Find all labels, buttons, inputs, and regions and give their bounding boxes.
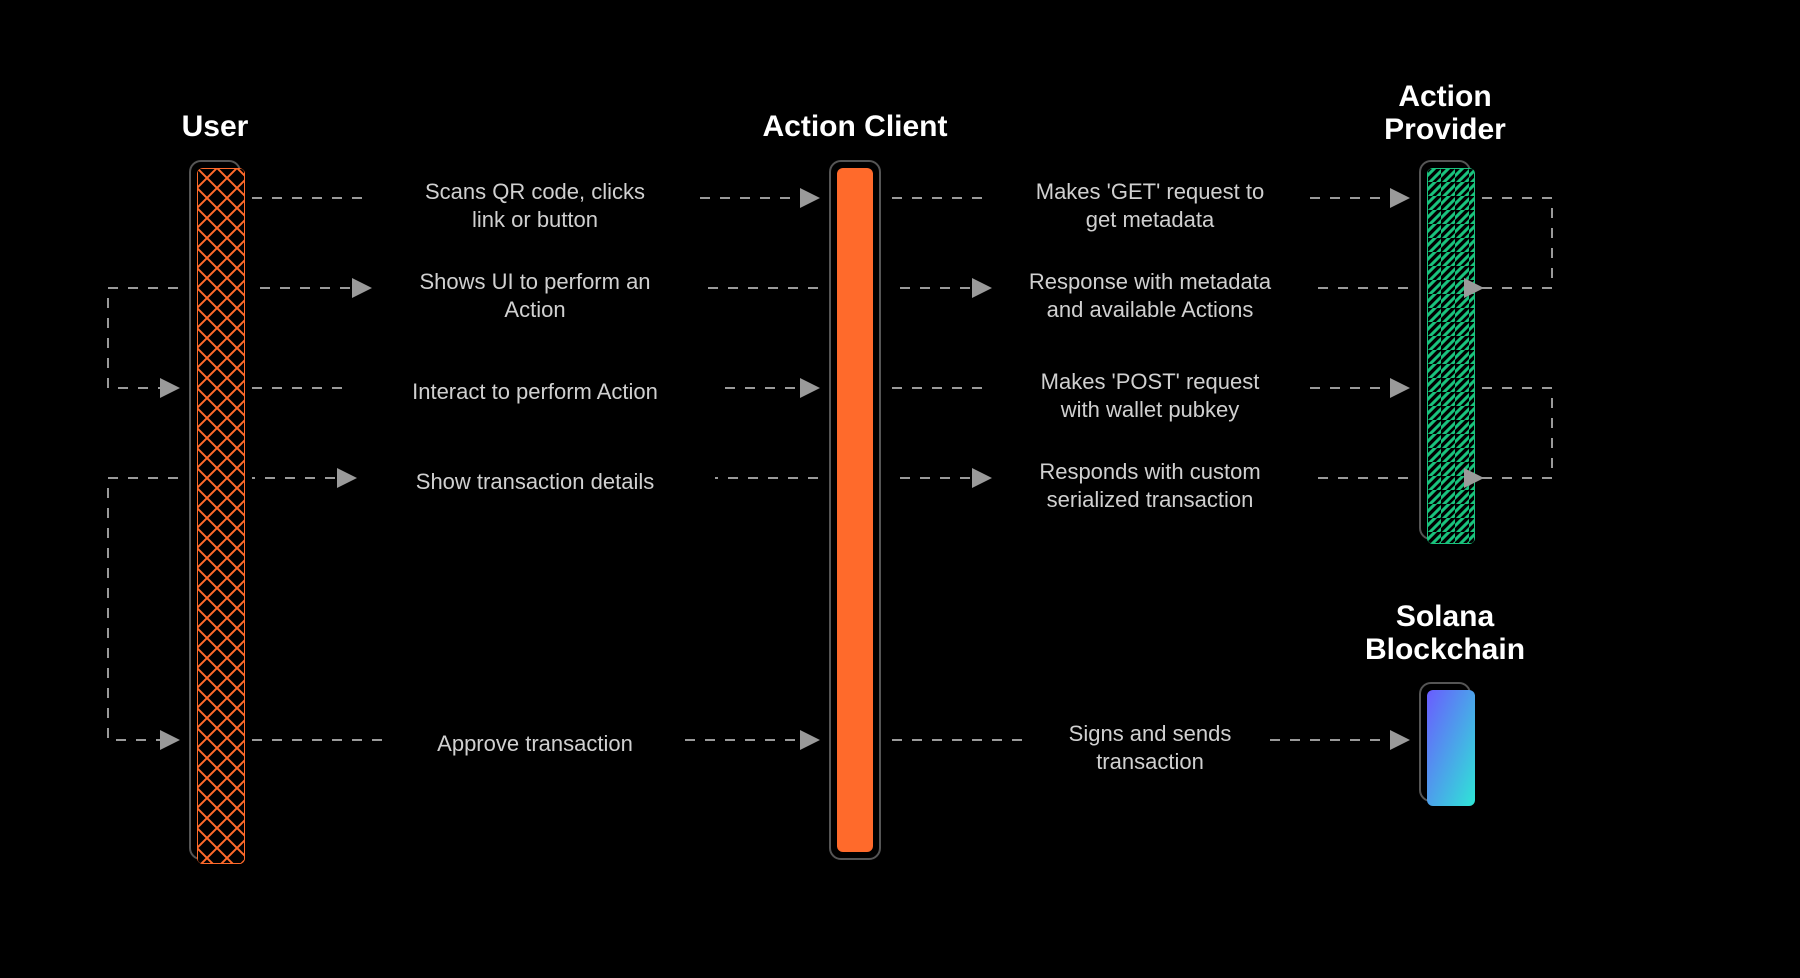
user-label: User	[120, 110, 310, 143]
msg-m10: Signs and sends transaction	[1040, 720, 1260, 775]
msg-m6: Makes 'GET' request to get metadata	[1000, 178, 1300, 233]
provider-pillar	[1419, 160, 1471, 540]
msg-m3: Interact to perform Action	[355, 378, 715, 406]
arrows-layer	[0, 0, 1800, 978]
msg-m4: Show transaction details	[365, 468, 705, 496]
msg-m5: Approve transaction	[395, 730, 675, 758]
patterns-defs	[0, 0, 1800, 978]
user-pillar	[189, 160, 241, 860]
solana-pillar	[1419, 682, 1471, 802]
msg-m9: Responds with custom serialized transact…	[1000, 458, 1300, 513]
msg-m1: Scans QR code, clicks link or button	[380, 178, 690, 233]
client-label: Action Client	[720, 110, 990, 143]
client-pillar	[829, 160, 881, 860]
solana-label: Solana Blockchain	[1345, 600, 1545, 666]
msg-m2: Shows UI to perform an Action	[380, 268, 690, 323]
msg-m8: Makes 'POST' request with wallet pubkey	[1000, 368, 1300, 423]
msg-m7: Response with metadata and available Act…	[1000, 268, 1300, 323]
provider-label: Action Provider	[1345, 80, 1545, 146]
